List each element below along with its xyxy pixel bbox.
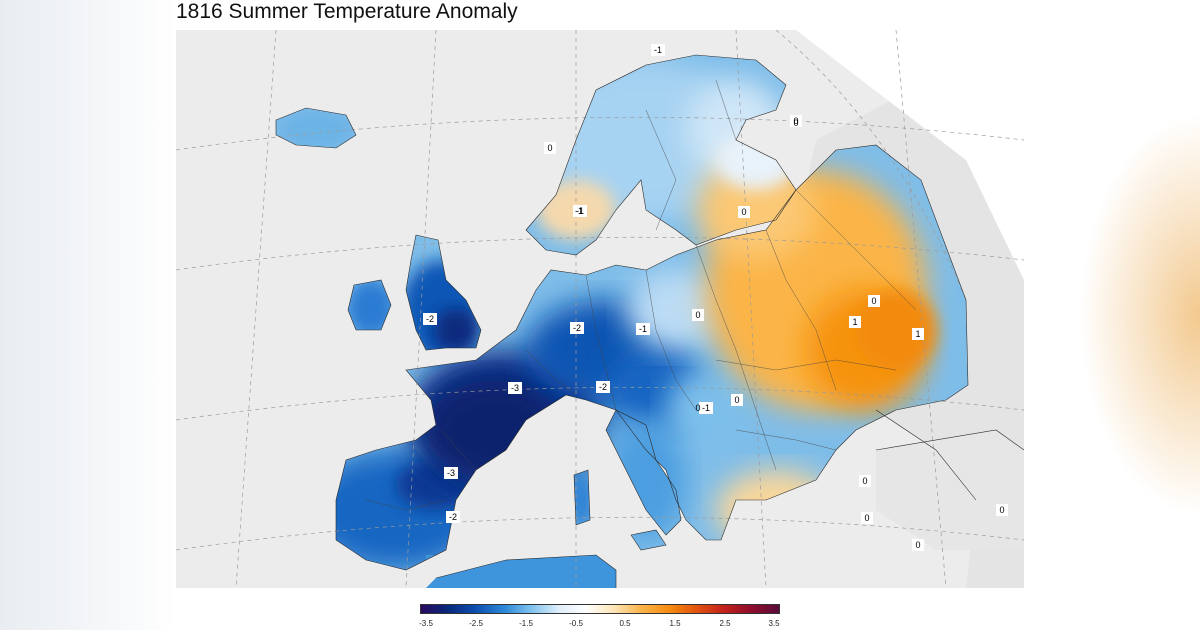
colorbar-tick: 1.5 — [669, 619, 681, 628]
svg-text:-2: -2 — [599, 382, 607, 392]
contour-label: 0 — [692, 309, 704, 321]
svg-text:0: 0 — [862, 476, 867, 486]
svg-text:0: 0 — [793, 116, 798, 126]
contour-label: 0 — [793, 118, 798, 128]
contour-label: 1 — [849, 316, 861, 328]
contour-label: 0 — [859, 475, 871, 487]
contour-label: 0 — [861, 512, 873, 524]
svg-text:0: 0 — [864, 513, 869, 523]
colorbar: -3.5 -2.5 -1.5 -0.5 0.5 1.5 2.5 3.5 — [419, 604, 780, 628]
contour-label: -2 — [596, 381, 610, 393]
svg-text:0: 0 — [999, 505, 1004, 515]
svg-text:0: 0 — [695, 310, 700, 320]
contour-label: -3 — [508, 382, 522, 394]
colorbar-gradient — [420, 604, 780, 614]
svg-text:0: 0 — [793, 118, 798, 128]
graticule — [176, 30, 1024, 588]
svg-text:-1: -1 — [639, 324, 647, 334]
svg-text:-3: -3 — [511, 383, 519, 393]
contour-label: 0 — [731, 394, 743, 406]
colorbar-tick: 3.5 — [768, 619, 780, 628]
contour-label: 0 — [996, 504, 1008, 516]
contour-label: 0 — [738, 206, 750, 218]
svg-text:1: 1 — [915, 329, 920, 339]
contour-label: -1 — [651, 44, 665, 56]
contour-label: -2 — [446, 511, 460, 523]
svg-text:-2: -2 — [573, 323, 581, 333]
svg-text:1: 1 — [852, 317, 857, 327]
europe-anomaly-map: -1 0 -1 0 0 -2 -2 -3 -1 0 -2 0 -1 -3 0 0… — [176, 30, 1024, 588]
left-blur-panel — [0, 0, 176, 630]
svg-text:0: 0 — [915, 540, 920, 550]
svg-text:0: 0 — [741, 207, 746, 217]
svg-text:-1: -1 — [575, 206, 583, 216]
svg-text:-1: -1 — [702, 403, 710, 413]
contour-label: -2 — [423, 313, 437, 325]
contour-label: -1 — [699, 402, 713, 414]
svg-text:-2: -2 — [449, 512, 457, 522]
coastlines — [275, 54, 1024, 588]
projection-corner-ne — [796, 30, 1024, 280]
svg-text:-1: -1 — [576, 206, 584, 216]
colorbar-tick: -3.5 — [419, 619, 433, 628]
svg-text:-3: -3 — [447, 468, 455, 478]
anatolia-land — [876, 430, 1024, 550]
map-title: 1816 Summer Temperature Anomaly — [176, 0, 518, 23]
svg-text:-2: -2 — [426, 314, 434, 324]
contour-label: -1 — [575, 206, 583, 216]
country-borders — [365, 79, 917, 511]
contour-label: 0 — [912, 539, 924, 551]
svg-text:-1: -1 — [654, 45, 662, 55]
colorbar-tick: -2.5 — [469, 619, 483, 628]
colorbar-tick: -1.5 — [519, 619, 533, 628]
contour-label: 1 — [912, 328, 924, 340]
contour-labels: -1 0 -1 0 0 -2 -2 -3 -1 0 -2 0 -1 -3 0 0… — [423, 44, 1008, 551]
contour-label: -1 — [573, 205, 587, 217]
map-svg: -1 0 -1 0 0 -2 -2 -3 -1 0 -2 0 -1 -3 0 0… — [176, 30, 1024, 588]
svg-text:0: 0 — [734, 395, 739, 405]
contour-label: -2 — [570, 322, 584, 334]
svg-text:0: 0 — [695, 403, 700, 413]
svg-text:0: 0 — [871, 296, 876, 306]
colorbar-tick: 2.5 — [719, 619, 731, 628]
svg-text:0: 0 — [547, 143, 552, 153]
contour-label: 0 — [695, 403, 700, 413]
colorbar-tick: 0.5 — [619, 619, 631, 628]
contour-label: -3 — [444, 467, 458, 479]
colorbar-tick: -0.5 — [569, 619, 583, 628]
contour-label: 0 — [790, 115, 802, 127]
contour-label: 0 — [868, 295, 880, 307]
contour-label: 0 — [544, 142, 556, 154]
right-blur-panel — [1024, 0, 1200, 630]
contour-label: -1 — [636, 323, 650, 335]
